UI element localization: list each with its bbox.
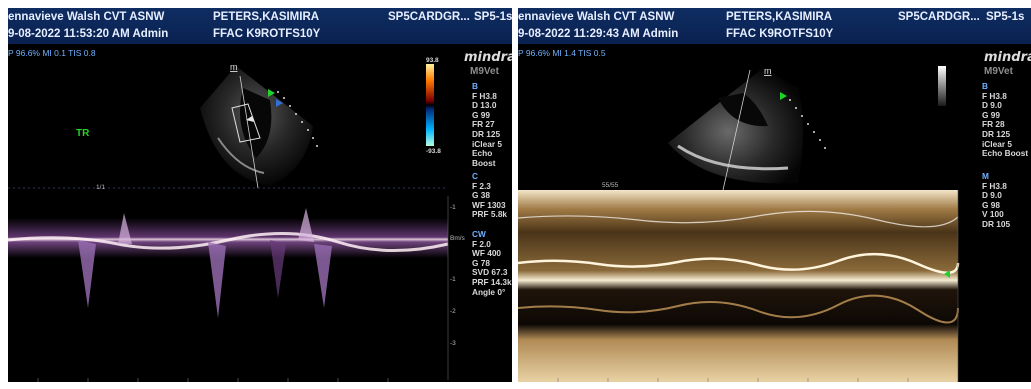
probe-label: SP5-1s [986, 11, 1025, 23]
patient-id: FFAC K9ROTFS10Y [213, 28, 321, 40]
power-readout: P 96.6% MI 0.1 TIS 0.8 [8, 48, 96, 58]
b-mode-heading: B [982, 81, 988, 91]
m-mode-heading: M [982, 171, 989, 181]
patient-label: ennavieve Walsh CVT ASNW [518, 11, 675, 23]
cw-mode-params: CW F 2.0 WF 400 G 78 SVD 67.3 PRF 14.3k … [472, 229, 512, 297]
scale-tick: -1 [450, 204, 456, 211]
cw-mode-heading: CW [472, 229, 486, 239]
param-line: PRF 14.3k [472, 276, 512, 287]
preset-label: SP5CARDGR... [898, 11, 980, 23]
m-mode-params: M F H3.8 D 9.0 G 98 V 100 DR 105 [982, 171, 1011, 230]
param-line: SVD 67.3 [472, 267, 508, 278]
brand-logo: mindray [464, 50, 512, 65]
param-line: G 99 [472, 109, 490, 120]
param-line: Echo Boost [982, 148, 1029, 159]
param-line: G 98 [982, 199, 1000, 210]
param-line: DR 125 [982, 128, 1011, 139]
c-mode-params: C F 2.3 G 38 WF 1303 PRF 5.8k [472, 171, 508, 220]
param-line: G 99 [982, 109, 1000, 120]
scale-tick: -2 [450, 308, 456, 315]
doppler-image-panel[interactable]: ennavieve Walsh CVT ASNW 9-08-2022 11:53… [8, 8, 512, 382]
brand-logo: mindray [984, 50, 1031, 65]
param-line: PRF 5.8k [472, 209, 508, 220]
m-mode-image: m [518, 66, 960, 382]
param-line: D 13.0 [472, 100, 497, 111]
left-header-bar: ennavieve Walsh CVT ASNW 9-08-2022 11:53… [8, 8, 512, 44]
color-scale-max: 93.8 [426, 57, 439, 64]
param-line: F H3.8 [982, 180, 1007, 191]
param-line: iClear 5 [472, 138, 502, 149]
param-line: Angle 0° [472, 286, 506, 297]
tr-label: TR [76, 128, 90, 139]
param-line: F 2.0 [472, 238, 491, 249]
baseline-label: Bm/s [450, 235, 465, 242]
scale-tick: -1 [450, 276, 456, 283]
exam-datetime: 9-08-2022 11:29:43 AM Admin [518, 28, 679, 40]
param-line: G 78 [472, 257, 490, 268]
sweep-count: 1/1 [96, 184, 106, 191]
param-line: F H3.8 [472, 90, 497, 101]
scale-tick: -3 [450, 340, 456, 347]
param-line: F H3.8 [982, 90, 1007, 101]
power-readout: P 96.6% MI 1.4 TIS 0.5 [518, 48, 606, 58]
color-scale-min: -93.8 [426, 148, 441, 155]
b-mode-sector: m [8, 62, 449, 382]
patient-name: PETERS,KASIMIRA [213, 11, 320, 23]
param-line: FR 27 [472, 119, 495, 130]
param-line: D 9.0 [982, 190, 1002, 201]
b-mode-heading: B [472, 81, 478, 91]
b-mode-params: B F H3.8 D 9.0 G 99 FR 28 DR 125 iClear … [982, 81, 1029, 159]
svg-text:m: m [764, 66, 772, 76]
model-label: M9Vet [470, 66, 499, 77]
m-mode-image-panel[interactable]: ennavieve Walsh CVT ASNW 9-08-2022 11:29… [518, 8, 1031, 382]
param-line: V 100 [982, 209, 1004, 220]
param-line: FR 28 [982, 119, 1005, 130]
param-line: iClear 5 [982, 138, 1012, 149]
param-line: F 2.3 [472, 180, 491, 191]
param-line: D 9.0 [982, 100, 1002, 111]
patient-id: FFAC K9ROTFS10Y [726, 28, 834, 40]
model-label: M9Vet [984, 66, 1013, 77]
svg-text:m: m [230, 62, 238, 72]
param-line: WF 400 [472, 248, 502, 259]
patient-name: PETERS,KASIMIRA [726, 11, 833, 23]
b-mode-params: B F H3.8 D 13.0 G 99 FR 27 DR 125 iClear… [472, 81, 512, 168]
right-header-bar: ennavieve Walsh CVT ASNW 9-08-2022 11:29… [518, 8, 1031, 44]
param-line: WF 1303 [472, 199, 506, 210]
exam-datetime: 9-08-2022 11:53:20 AM Admin [8, 28, 169, 40]
param-line: DR 105 [982, 218, 1011, 229]
c-mode-heading: C [472, 171, 478, 181]
param-line: Echo Boost [472, 148, 496, 168]
param-line: DR 125 [472, 128, 501, 139]
probe-label: SP5-1s [474, 11, 512, 23]
sweep-count: 55/55 [602, 182, 619, 189]
param-line: G 38 [472, 190, 490, 201]
patient-label: ennavieve Walsh CVT ASNW [8, 11, 165, 23]
preset-label: SP5CARDGR... [388, 11, 470, 23]
